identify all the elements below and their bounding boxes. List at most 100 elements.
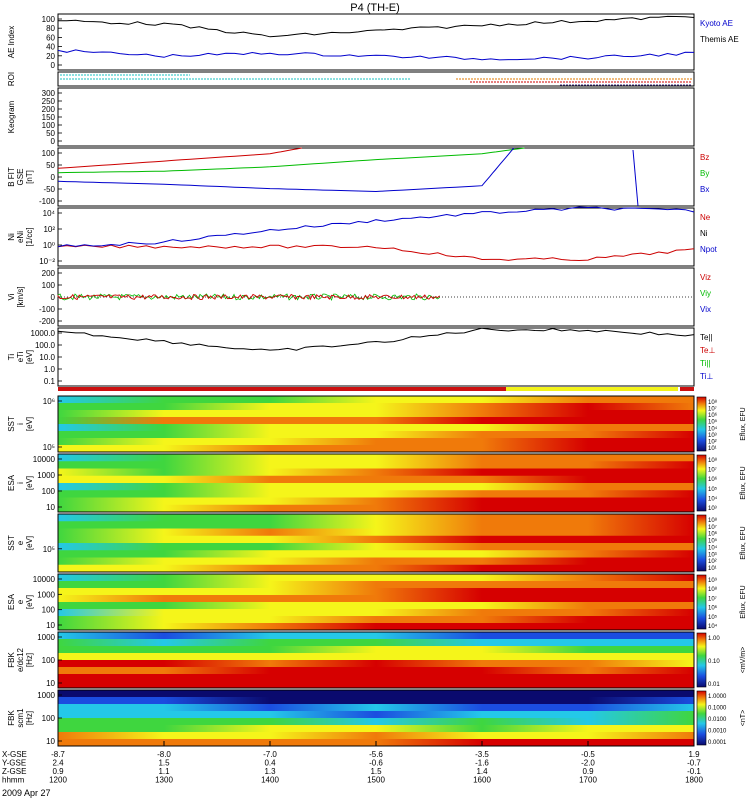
- y-tick-label: 80: [46, 24, 55, 33]
- y-axis-label: FBK: [7, 710, 16, 726]
- spectrogram-band: [58, 674, 694, 682]
- spectrogram-band: [58, 574, 694, 582]
- y-tick-label: -200: [39, 317, 56, 326]
- colorbar-label: <nT>: [740, 710, 747, 726]
- colorbar-tick: 10⁷: [708, 467, 717, 474]
- y-axis-label: Keogram: [7, 100, 16, 133]
- orbit-row-value: 0.9: [582, 767, 594, 776]
- orbit-row-value: 1.4: [476, 767, 488, 776]
- series-themis-ae: [57, 49, 695, 61]
- colorbar-tick: 10⁸: [708, 399, 718, 406]
- spectrogram-band: [58, 468, 694, 477]
- y-tick-label: 10: [46, 621, 55, 630]
- spectrogram-band: [58, 483, 694, 491]
- legend-entry: Viy: [700, 289, 711, 298]
- y-axis-label: SST: [7, 535, 16, 551]
- y-tick-label: 10⁴: [43, 209, 56, 218]
- y-axis-label: ESA: [7, 593, 16, 610]
- y-tick-label: 1000: [37, 471, 55, 480]
- colorbar-tick: 10⁸: [708, 517, 718, 524]
- legend-entry: Viz: [700, 273, 711, 282]
- y-tick-label: 1000.0: [31, 329, 56, 338]
- y-tick-label: 300: [42, 89, 56, 98]
- colorbar-tick: 10³: [708, 552, 717, 558]
- y-axis-label: e/dc12: [16, 647, 25, 672]
- y-tick-label: 0.1: [44, 377, 56, 386]
- y-tick-label: 0: [51, 173, 56, 182]
- spectrogram-band: [58, 490, 694, 498]
- colorbar-tick: 10²: [708, 559, 717, 565]
- orbit-row-value: -3.5: [475, 750, 489, 759]
- panel-fbk-b: FBK scm1 [Hz] 1000 100 10 1.0000 0.1000 0.0100 0.…: [7, 689, 747, 747]
- y-tick-label: 1000: [37, 691, 55, 700]
- colorbar-tick: 10¹: [708, 446, 717, 452]
- legend-entry: Te||: [700, 333, 713, 342]
- spectrogram-band: [58, 602, 694, 610]
- roi-bars: [60, 74, 692, 86]
- orbit-row-value: 1500: [367, 776, 385, 785]
- spectrogram-band: [58, 438, 694, 446]
- colorbar-tick: 10¹: [708, 566, 717, 572]
- spectrogram-band: [58, 616, 694, 624]
- spectrogram-band: [58, 403, 694, 411]
- spectrogram-band: [58, 497, 694, 506]
- y-tick-label: 10: [46, 679, 55, 688]
- colorbar-tick: 10⁸: [708, 586, 718, 593]
- spectrogram-band: [58, 732, 694, 740]
- colorbar-tick: 0.0001: [708, 740, 727, 746]
- panel-frame: [57, 87, 695, 147]
- velocity-traces: [57, 293, 694, 302]
- colorbar-tick: 10⁹: [708, 577, 718, 584]
- spectrogram-band: [58, 475, 694, 484]
- panel-esa-e: ESA e [eV] 10000 1000 100 10 10⁹ 10⁸ 10⁷ 10⁶ 10⁵ 10⁴…: [7, 573, 747, 631]
- y-axis-label: scm1: [16, 708, 25, 728]
- colorbar-tick: 0.01: [708, 682, 720, 688]
- colorbar-tick: 10⁵: [708, 614, 718, 621]
- y-tick-label: 100: [42, 656, 56, 665]
- orbit-row-value: -8.0: [157, 750, 171, 759]
- colorbar-tick: 10⁷: [708, 595, 717, 602]
- spectrogram-band: [58, 543, 694, 551]
- spectrogram-band: [58, 681, 694, 689]
- viz-trace: [57, 293, 440, 301]
- colorbar-tick: 0.0010: [708, 729, 727, 735]
- y-axis-label: [nT]: [25, 170, 34, 184]
- panel-frame: [57, 147, 695, 207]
- bx-spike: [632, 149, 639, 207]
- y-tick-label: 10000: [33, 575, 56, 584]
- panel-frame: [57, 327, 695, 387]
- legend-entry: Npot: [700, 245, 718, 254]
- y-tick-label: 100: [42, 149, 56, 158]
- y-tick-label: 100.0: [35, 341, 56, 350]
- orbit-row-value: -0.6: [369, 759, 383, 768]
- colorbar-label: Eflux, EFU: [740, 407, 747, 440]
- colorbar-tick: 0.0100: [708, 717, 727, 723]
- colorbar-tick: 10⁸: [708, 457, 718, 464]
- colorbar-tick: 10⁶: [708, 412, 718, 419]
- legend-entry: Vix: [700, 305, 711, 314]
- orbit-row-label: X-GSE: [2, 750, 27, 759]
- spectrogram-band: [58, 718, 694, 726]
- spectrogram-band: [58, 521, 694, 529]
- orbit-row-value: 1800: [685, 776, 703, 785]
- panel-esa-i: ESA i [eV] 10000 1000 100 10 10⁸ 10⁷ 10⁶ 10⁵ 10⁴ 10³…: [7, 453, 747, 513]
- region-segment: [58, 387, 506, 391]
- date-label: 2009 Apr 27: [2, 788, 51, 798]
- colorbar-tick: 10²: [708, 439, 717, 445]
- y-tick-label: 1000: [37, 590, 55, 599]
- y-tick-label: 0: [51, 293, 56, 302]
- spectrogram-band: [58, 609, 694, 617]
- spectrogram-band: [58, 581, 694, 589]
- spectrogram-band: [58, 725, 694, 733]
- spectrogram-band: [58, 667, 694, 675]
- colorbar: [696, 396, 707, 452]
- colorbar-tick: 10⁷: [708, 524, 717, 531]
- y-axis-label: GSE: [16, 169, 25, 186]
- y-axis-label: e: [16, 540, 25, 545]
- region-segment: [506, 387, 678, 391]
- spectrogram-band: [58, 704, 694, 712]
- colorbar-tick: 10⁴: [708, 425, 718, 432]
- legend-entry: Ni: [700, 229, 708, 238]
